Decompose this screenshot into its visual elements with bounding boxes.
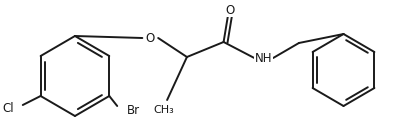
Text: Br: Br [127,103,140,116]
Text: O: O [225,4,234,16]
Text: Cl: Cl [2,102,14,115]
Text: CH₃: CH₃ [154,105,174,115]
Text: NH: NH [254,52,272,65]
Text: O: O [146,32,155,45]
